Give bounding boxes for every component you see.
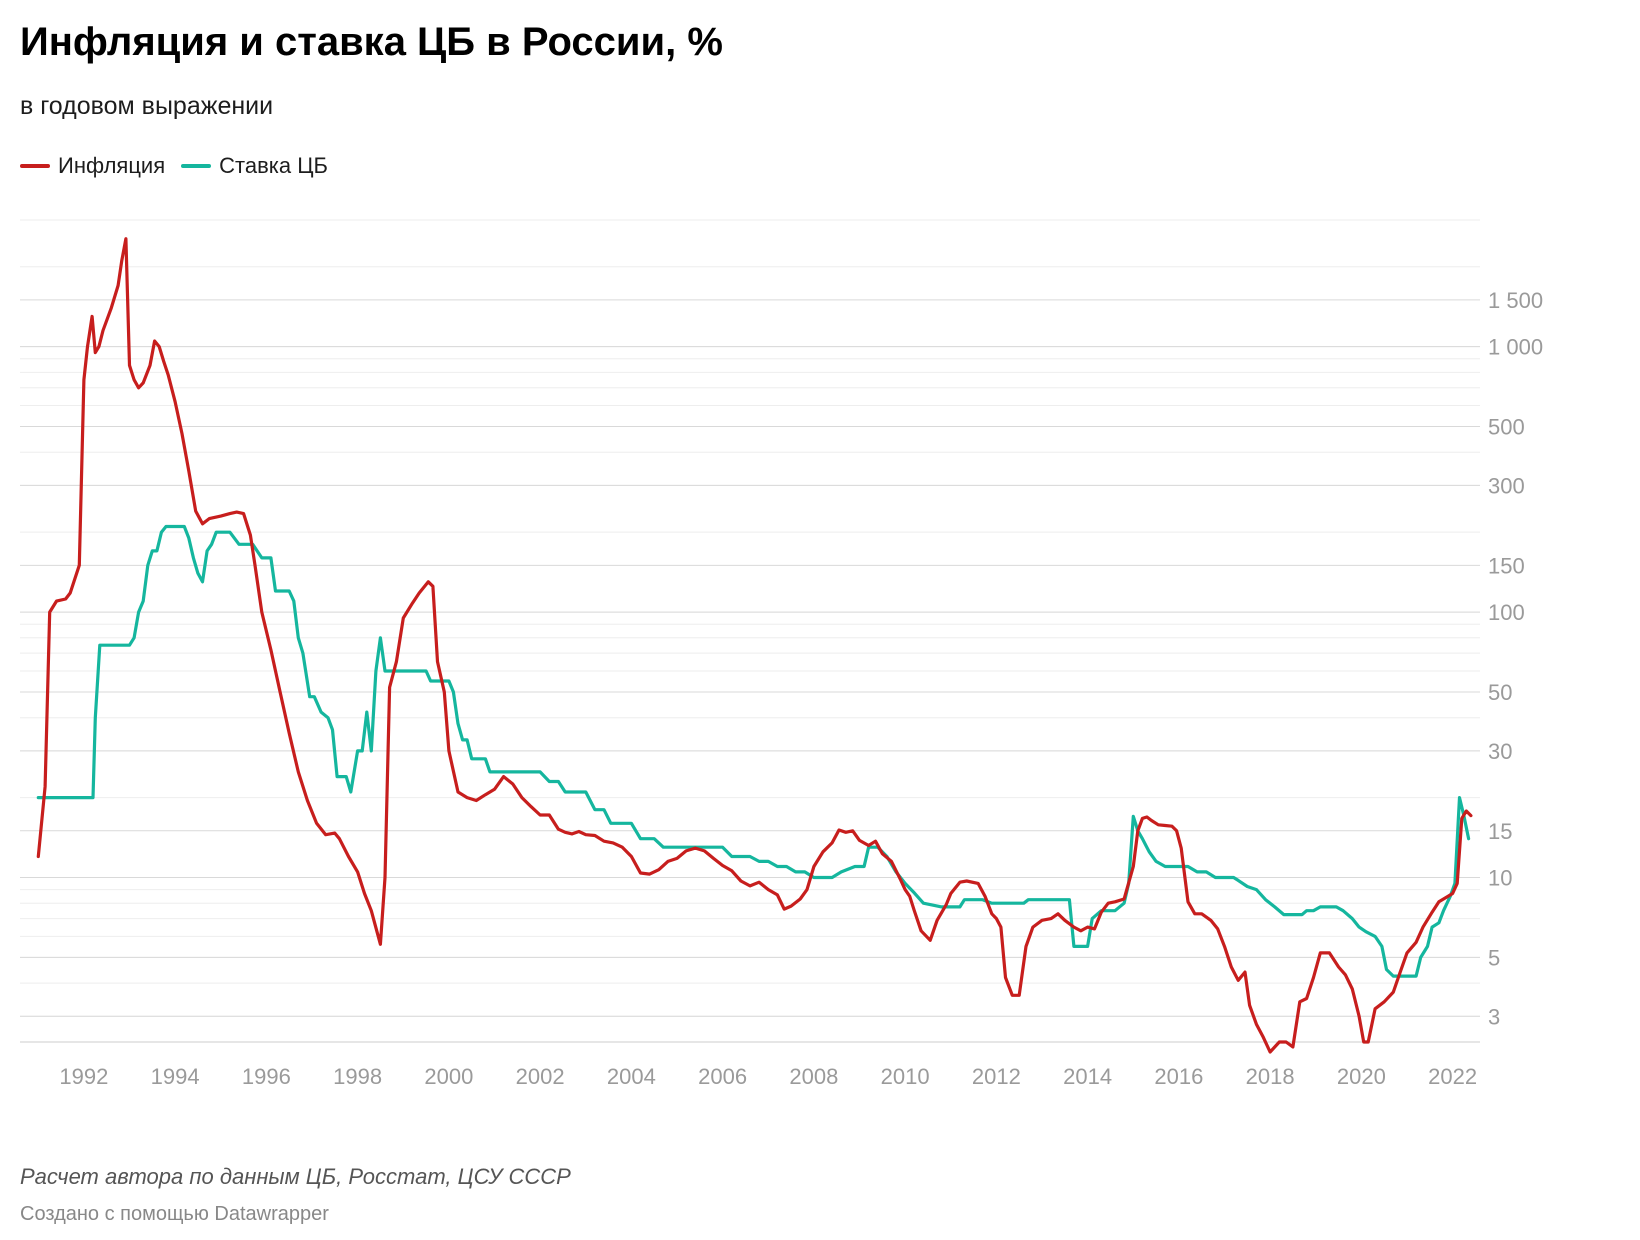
legend-label-key-rate: Ставка ЦБ xyxy=(219,153,328,178)
x-tick-label: 2016 xyxy=(1154,1064,1203,1089)
x-tick-label: 2004 xyxy=(607,1064,656,1089)
x-tick-label: 1994 xyxy=(151,1064,200,1089)
source-note: Расчет автора по данным ЦБ, Росстат, ЦСУ… xyxy=(20,1164,571,1189)
y-tick-label: 5 xyxy=(1488,945,1500,970)
y-tick-label: 1 000 xyxy=(1488,335,1543,360)
x-tick-label: 2006 xyxy=(698,1064,747,1089)
legend-swatch-inflation xyxy=(20,164,50,168)
x-tick-label: 2010 xyxy=(881,1064,930,1089)
y-tick-label: 1 500 xyxy=(1488,288,1543,313)
x-tick-label: 2002 xyxy=(516,1064,565,1089)
y-tick-label: 50 xyxy=(1488,680,1512,705)
x-tick-label: 2018 xyxy=(1246,1064,1295,1089)
y-tick-label: 15 xyxy=(1488,819,1512,844)
legend-label-inflation: Инфляция xyxy=(58,153,166,178)
x-tick-label: 1998 xyxy=(333,1064,382,1089)
x-tick-label: 1996 xyxy=(242,1064,291,1089)
chart-subtitle: в годовом выражении xyxy=(20,92,274,120)
credit-note: Создано с помощью Datawrapper xyxy=(20,1203,329,1225)
y-tick-label: 300 xyxy=(1488,473,1525,498)
x-tick-label: 2012 xyxy=(972,1064,1021,1089)
y-tick-label: 500 xyxy=(1488,415,1525,440)
legend-item-key-rate: Ставка ЦБ xyxy=(181,153,328,179)
x-tick-label: 1992 xyxy=(59,1064,108,1089)
x-axis: 1992 1994 1996 1998 2000 2002 2004 2006 2008 2010… xyxy=(59,1064,1477,1089)
series-line-inflation xyxy=(36,237,1473,1054)
y-tick-label: 100 xyxy=(1488,600,1525,625)
legend-swatch-key-rate xyxy=(181,164,212,168)
x-tick-label: 2022 xyxy=(1428,1064,1477,1089)
legend: Инфляция Ставка ЦБ xyxy=(20,153,344,179)
y-axis: 1 500 1 000 500 300 150 100 50 30 15 10 5 3 xyxy=(1488,288,1543,1029)
series-lines xyxy=(36,237,1473,1054)
series-line-key-rate xyxy=(36,524,1471,978)
y-tick-label: 3 xyxy=(1488,1004,1500,1029)
x-tick-label: 2020 xyxy=(1337,1064,1386,1089)
y-tick-label: 150 xyxy=(1488,553,1525,578)
y-tick-label: 30 xyxy=(1488,739,1512,764)
x-tick-label: 2008 xyxy=(789,1064,838,1089)
x-tick-label: 2014 xyxy=(1063,1064,1112,1089)
y-tick-label: 10 xyxy=(1488,865,1512,890)
legend-item-inflation: Инфляция xyxy=(20,153,165,179)
major-gridlines xyxy=(20,299,1480,1043)
x-tick-label: 2000 xyxy=(424,1064,473,1089)
chart-title: Инфляция и ставка ЦБ в России, % xyxy=(20,20,723,64)
